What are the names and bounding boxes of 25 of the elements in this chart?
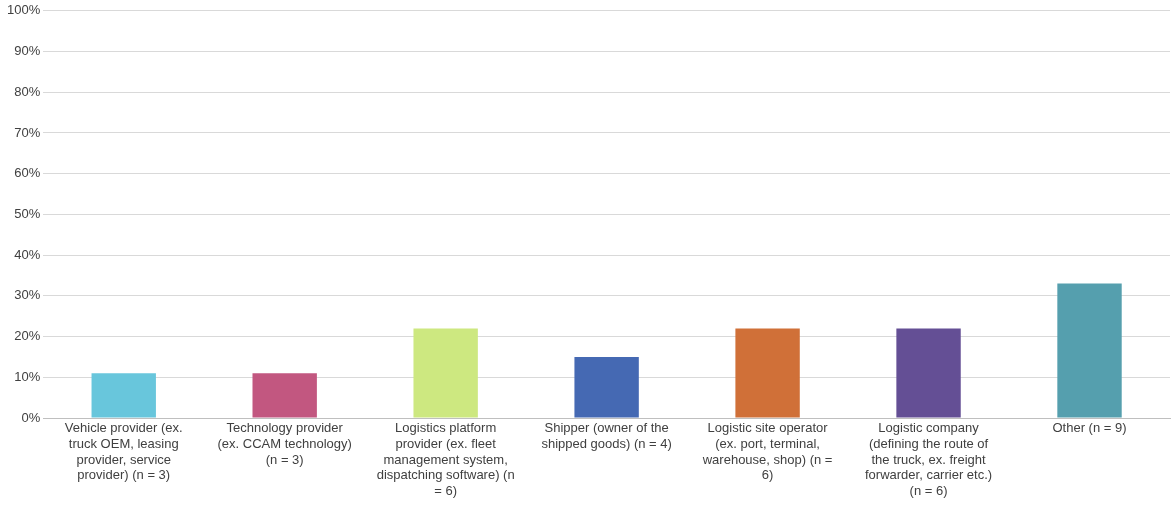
bar (91, 373, 156, 418)
x-tick-label: Shipper (owner of the shipped goods) (n = 4) (541, 420, 672, 451)
y-tick-label: 20% (14, 328, 41, 344)
bar (1057, 283, 1122, 418)
bar (896, 328, 961, 418)
y-tick-label: 100% (7, 2, 41, 18)
x-tick-label: Logistic company (defining the route of the truck, ex. freight forwarder, carrier etc.) (n = 6) (864, 420, 993, 498)
y-tick-label: 30% (14, 287, 41, 303)
x-tick-label: Vehicle provider (ex. truck OEM, leasing provider, service provider) (n = 3) (64, 420, 183, 483)
x-tick-label: Technology provider (ex. CCAM technology) (n = 3) (217, 420, 352, 467)
bar (252, 373, 317, 418)
y-tick-label: 90% (14, 43, 41, 59)
y-tick-label: 10% (14, 368, 41, 384)
x-tick-label: Other (n = 9) (1052, 420, 1127, 436)
y-tick-label: 40% (14, 246, 41, 262)
x-tick-label: Logistic site operator (ex. port, terminal, warehouse, shop) (n = 6) (701, 420, 833, 483)
y-tick-label: 60% (14, 165, 41, 181)
x-tick-label: Logistics platform provider (ex. fleet management system, dispatching software) (n = 6) (376, 420, 515, 498)
y-tick-label: 70% (14, 124, 41, 140)
y-tick-label: 0% (21, 409, 41, 425)
y-tick-label: 50% (14, 205, 41, 221)
bar (413, 328, 478, 418)
bar (735, 328, 800, 418)
y-tick-label: 80% (14, 83, 41, 99)
bar (574, 356, 639, 418)
